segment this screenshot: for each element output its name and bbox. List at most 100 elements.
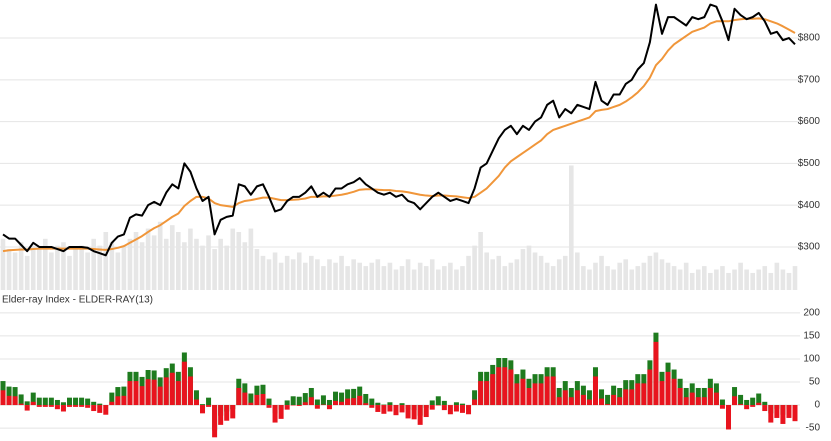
bear-power-bar: [30, 401, 36, 406]
bear-power-bar: [278, 405, 284, 419]
bear-power-bar: [181, 361, 187, 406]
volume-bar: [145, 228, 151, 290]
bear-power-bar: [719, 405, 725, 409]
volume-bar: [532, 252, 538, 290]
bull-power-bar: [719, 399, 725, 406]
volume-bar: [411, 269, 417, 290]
bear-power-bar: [151, 379, 157, 406]
bear-power-bar: [750, 405, 756, 407]
volume-bar: [230, 228, 236, 290]
volume-bar: [115, 252, 121, 290]
bear-power-bar: [623, 389, 629, 406]
bear-power-bar: [24, 405, 30, 411]
volume-bar: [236, 232, 242, 290]
y-tick-label: $500: [798, 158, 821, 169]
volume-bar: [194, 238, 199, 290]
bear-power-bar: [351, 398, 357, 406]
bear-power-bar: [544, 376, 550, 406]
bear-power-bar: [97, 405, 103, 413]
bear-power-bar: [762, 405, 768, 412]
bull-power-bar: [302, 393, 308, 406]
volume-bar: [714, 269, 719, 290]
volume-bar: [550, 266, 556, 290]
volume-bar: [575, 252, 580, 290]
bull-power-bar: [248, 393, 254, 406]
bull-power-bar: [48, 397, 54, 406]
bear-power-bar: [109, 401, 115, 406]
volume-bar: [442, 266, 447, 290]
bull-power-bar: [435, 396, 441, 406]
volume-bar: [587, 269, 592, 290]
bull-power-bar: [429, 400, 435, 406]
volume-bar: [260, 255, 266, 290]
volume-bar: [695, 269, 701, 290]
bear-power-bar: [212, 405, 218, 438]
bear-power-bar: [478, 381, 484, 406]
bear-power-bar: [302, 402, 308, 406]
bear-power-bar: [405, 405, 411, 419]
volume-bar: [272, 252, 278, 290]
volume-bar: [73, 249, 78, 290]
y-tick-label: 150: [803, 331, 820, 342]
bull-power-bar: [605, 394, 611, 406]
volume-bar: [599, 255, 604, 290]
volume-bar: [393, 269, 399, 290]
y-tick-label: $800: [798, 33, 821, 44]
bull-power-bar: [290, 396, 296, 406]
bear-power-bar: [127, 381, 133, 406]
bull-power-bar: [586, 390, 592, 406]
bull-power-bar: [91, 401, 97, 406]
volume-bar: [321, 266, 326, 290]
bull-power-bar: [556, 387, 562, 406]
bull-power-bar: [399, 403, 405, 406]
volume-bar: [290, 259, 296, 290]
volume-bar: [472, 245, 477, 290]
bull-power-bar: [453, 402, 459, 406]
volume-bar: [405, 259, 411, 290]
bear-power-bar: [792, 405, 798, 422]
bear-power-bar: [387, 405, 393, 412]
bear-power-bar: [617, 397, 623, 406]
price-line: [2, 3, 796, 257]
volume-bar: [109, 242, 115, 290]
bear-power-bar: [399, 405, 405, 413]
bear-power-bar: [42, 405, 48, 407]
bear-power-bar: [423, 405, 429, 418]
volume-bar: [435, 269, 441, 290]
volume-bar: [708, 272, 713, 290]
volume-bar: [623, 259, 629, 290]
bull-power-bar: [109, 392, 115, 406]
volume-bar: [448, 262, 453, 290]
bear-power-bar: [459, 405, 465, 413]
volume-bar: [139, 242, 145, 290]
bear-power-bar: [526, 387, 532, 406]
bear-power-bar: [496, 367, 502, 406]
bear-power-bar: [48, 405, 54, 407]
volume-bar: [665, 262, 671, 290]
volume-bar: [496, 255, 502, 290]
bear-power-bar: [665, 371, 671, 406]
bear-power-bar: [254, 394, 260, 406]
bear-power-bar: [260, 393, 266, 406]
bull-power-bar: [200, 404, 206, 406]
volume-bar: [327, 259, 332, 290]
bull-power-bar: [79, 397, 85, 406]
bear-power-bar: [175, 381, 181, 406]
volume-bar: [363, 266, 369, 290]
volume-bar: [556, 259, 562, 290]
bull-power-bar: [472, 390, 478, 406]
volume-bar: [702, 266, 707, 290]
volume-bar: [756, 269, 762, 290]
bear-power-bar: [308, 397, 314, 406]
bear-power-bar: [611, 394, 617, 406]
volume-bar: [526, 245, 532, 290]
volume-bar: [127, 238, 133, 290]
bear-power-bar: [12, 396, 18, 406]
bear-power-bar: [230, 405, 236, 419]
bear-power-bar: [508, 369, 514, 406]
volume-bar: [635, 266, 641, 290]
volume-bar: [562, 255, 568, 290]
bull-power-bar: [206, 397, 212, 406]
bear-power-bar: [133, 381, 139, 406]
